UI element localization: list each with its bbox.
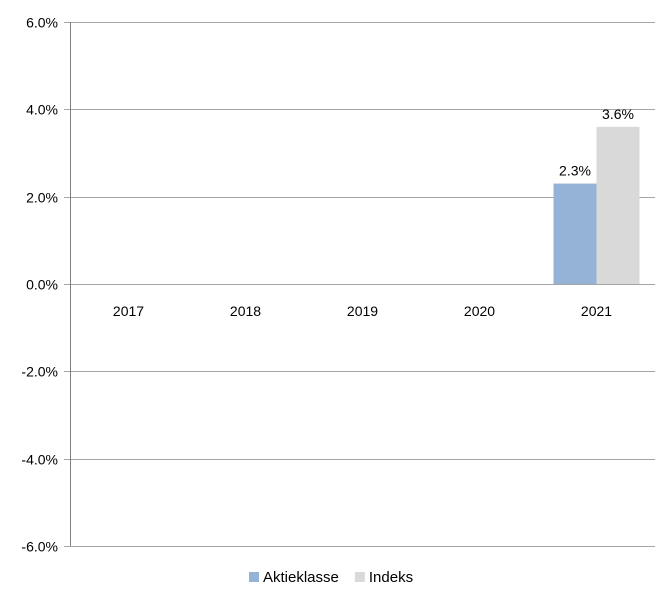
legend-swatch — [249, 572, 259, 582]
grid-lines — [64, 22, 655, 547]
y-tick-label: 4.0% — [26, 102, 58, 118]
legend-label: Indeks — [369, 569, 413, 586]
bar-indeks — [596, 126, 640, 284]
x-category-label: 2020 — [464, 303, 495, 319]
y-tick-label: -4.0% — [21, 452, 58, 468]
bar-aktieklasse — [553, 183, 597, 284]
data-label: 2.3% — [559, 163, 591, 179]
y-tick-label: 2.0% — [26, 190, 58, 206]
x-axis-category-labels: 2017 2018 2019 2020 2021 — [113, 303, 612, 319]
y-tick-label: 0.0% — [26, 277, 58, 293]
y-tick-label: -6.0% — [21, 539, 58, 555]
data-labels: 2.3% 3.6% — [559, 106, 634, 179]
y-tick-label: -2.0% — [21, 364, 58, 380]
x-category-label: 2018 — [230, 303, 261, 319]
x-category-label: 2017 — [113, 303, 144, 319]
x-category-label: 2021 — [581, 303, 612, 319]
bars — [553, 126, 640, 284]
legend-label: Aktieklasse — [263, 569, 339, 586]
legend-swatch — [354, 572, 365, 582]
legend: Aktieklasse Indeks — [249, 569, 413, 586]
data-label: 3.6% — [602, 106, 634, 122]
y-tick-label: 6.0% — [26, 15, 58, 31]
x-category-label: 2019 — [347, 303, 378, 319]
y-axis-tick-labels: 6.0% 4.0% 2.0% 0.0% -2.0% -4.0% -6.0% — [21, 15, 58, 555]
